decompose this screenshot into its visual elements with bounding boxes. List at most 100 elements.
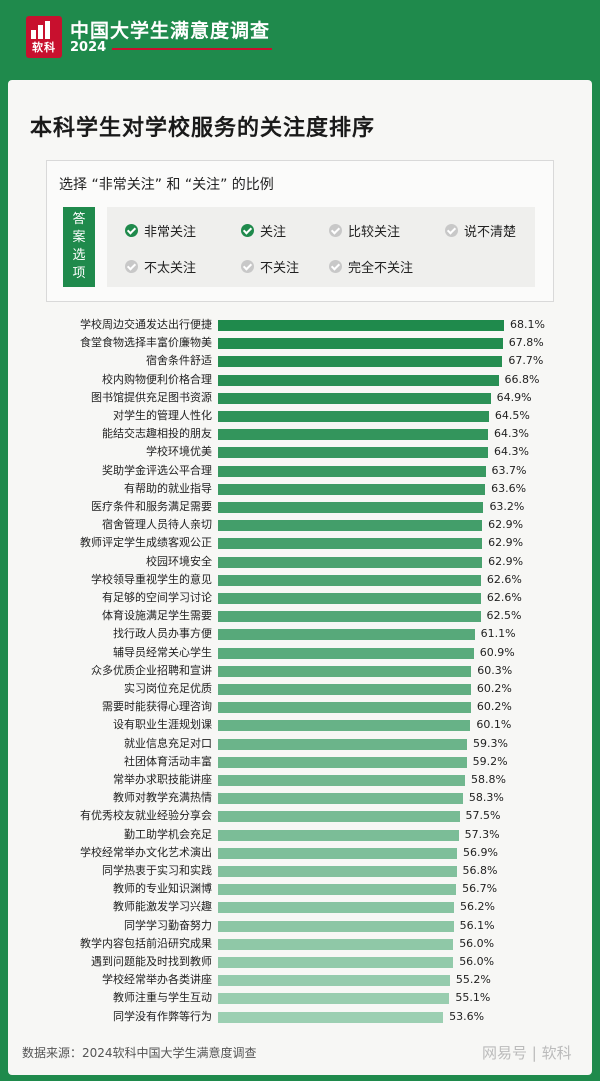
bar-row: 宿舍管理人员待人亲切 62.9% — [8, 516, 592, 534]
category-label: 遇到问题能及时找到教师 — [91, 955, 212, 968]
legend-option: 不太关注 — [125, 257, 196, 276]
category-label: 就业信息充足对口 — [124, 736, 212, 750]
bar — [218, 993, 450, 1005]
check-icon — [329, 260, 342, 273]
answer-options-tag: 答案选项 — [63, 207, 95, 287]
value-label: 68.1% — [510, 318, 545, 331]
bar-row: 学校经常举办各类讲座 55.2% — [8, 971, 592, 989]
bar-row: 教师评定学生成绩客观公正 62.9% — [8, 534, 592, 552]
bar — [218, 429, 489, 441]
bar — [218, 884, 457, 896]
category-label: 图书馆提供充足图书资源 — [91, 390, 212, 404]
ruanke-logo: 软科 — [26, 16, 62, 58]
value-label: 62.9% — [488, 536, 524, 550]
value-label: 60.1% — [476, 718, 512, 732]
check-icon — [445, 224, 458, 237]
category-label: 校内购物便利价格合理 — [102, 372, 212, 386]
bar — [218, 738, 468, 750]
category-label: 宿舍管理人员待人亲切 — [102, 518, 212, 532]
value-label: 57.5% — [465, 809, 501, 823]
value-label: 64.3% — [494, 427, 529, 441]
legend-option: 不关注 — [241, 257, 299, 276]
bar — [218, 975, 450, 987]
bar — [218, 938, 454, 950]
category-label: 实习岗位充足优质 — [124, 682, 212, 695]
value-label: 62.9% — [488, 518, 524, 532]
bar-row: 学校经常举办文化艺术演出 56.9% — [8, 844, 592, 862]
bar-row: 宿舍条件舒适 67.7% — [8, 352, 592, 370]
bar-row: 校内购物便利价格合理 66.8% — [8, 371, 592, 389]
bar — [218, 811, 460, 823]
value-label: 57.3% — [464, 827, 500, 841]
bar — [218, 411, 489, 422]
bar-row: 同学热衷于实习和实践 56.8% — [8, 862, 592, 880]
bar — [218, 574, 481, 586]
category-label: 同学没有作弊等行为 — [113, 1009, 212, 1023]
value-label: 60.2% — [476, 682, 512, 695]
value-label: 56.9% — [462, 845, 498, 859]
value-label: 64.9% — [496, 390, 532, 404]
category-label: 有足够的空间学习讨论 — [102, 591, 212, 604]
value-label: 59.2% — [472, 754, 508, 768]
legend-option-label: 关注 — [260, 225, 287, 240]
bar-row: 勤工助学机会充足 57.3% — [8, 826, 592, 844]
bar — [218, 356, 503, 368]
category-label: 食堂食物选择丰富价廉物美 — [80, 336, 212, 350]
bar — [218, 629, 475, 641]
value-label: 62.6% — [486, 572, 522, 586]
bar-row: 学校周边交通发达出行便捷 68.1% — [8, 316, 592, 334]
bar-row: 常举办求职技能讲座 58.8% — [8, 771, 592, 789]
content-panel: 本科学生对学校服务的关注度排序 选择 “非常关注” 和 “关注” 的比例 答案选… — [8, 80, 592, 1075]
survey-title: 中国大学生满意度调查 — [70, 20, 271, 42]
legend-option: 比较关注 — [329, 221, 400, 240]
category-label: 辅导员经常关心学生 — [113, 645, 212, 659]
bar — [218, 556, 483, 568]
data-source: 数据来源：2024软科中国大学生满意度调查 — [22, 1046, 257, 1060]
value-label: 61.1% — [480, 627, 516, 641]
bar — [218, 647, 474, 659]
value-label: 63.6% — [491, 481, 527, 495]
legend-option: 非常关注 — [125, 221, 196, 240]
bar-row: 体育设施满足学生需要 62.5% — [8, 607, 592, 625]
category-label: 学校周边交通发达出行便捷 — [80, 318, 212, 331]
bar-row: 社团体育活动丰富 59.2% — [8, 753, 592, 771]
bar-row: 食堂食物选择丰富价廉物美 67.8% — [8, 334, 592, 352]
bar — [218, 392, 491, 404]
category-label: 教师对教学充满热情 — [113, 791, 212, 805]
category-label: 常举办求职技能讲座 — [113, 773, 212, 786]
bar-row: 教师的专业知识渊博 56.7% — [8, 880, 592, 898]
value-label: 56.8% — [462, 864, 498, 877]
value-label: 58.3% — [468, 791, 504, 805]
check-icon — [125, 224, 138, 237]
category-label: 宿舍条件舒适 — [146, 354, 212, 368]
bar-row: 有帮助的就业指导 63.6% — [8, 480, 592, 498]
category-label: 教师注重与学生互动 — [113, 991, 212, 1005]
value-label: 56.0% — [459, 955, 495, 968]
bar-row: 教师注重与学生互动 55.1% — [8, 989, 592, 1007]
bar-row: 就业信息充足对口 59.3% — [8, 735, 592, 753]
value-label: 63.2% — [489, 500, 525, 513]
bar — [218, 520, 483, 532]
answer-options: 非常关注 关注 比较关注 说不清楚 不太关注 不关注 — [107, 207, 535, 287]
bar — [218, 538, 483, 550]
category-label: 教学内容包括前沿研究成果 — [80, 936, 212, 950]
bar-row: 同学学习勤奋努力 56.1% — [8, 917, 592, 935]
check-icon — [329, 224, 342, 237]
bar-row: 图书馆提供充足图书资源 64.9% — [8, 389, 592, 407]
survey-year: 2024 — [70, 40, 107, 55]
category-label: 教师评定学生成绩客观公正 — [80, 536, 212, 550]
bar-row: 遇到问题能及时找到教师 56.0% — [8, 953, 592, 971]
category-label: 找行政人员办事方便 — [113, 627, 212, 641]
bar — [218, 775, 465, 786]
bar — [218, 338, 503, 350]
bar-row: 找行政人员办事方便 61.1% — [8, 625, 592, 643]
bar — [218, 702, 471, 714]
legend-option: 关注 — [241, 221, 286, 240]
bar — [218, 374, 499, 386]
value-label: 53.6% — [449, 1009, 485, 1023]
bar-row: 教师对教学充满热情 58.3% — [8, 789, 592, 807]
bar-row: 医疗条件和服务满足需要 63.2% — [8, 498, 592, 516]
logo-text: 软科 — [32, 41, 56, 54]
legend-option-label: 比较关注 — [348, 225, 401, 240]
legend-option: 说不清楚 — [445, 221, 516, 240]
